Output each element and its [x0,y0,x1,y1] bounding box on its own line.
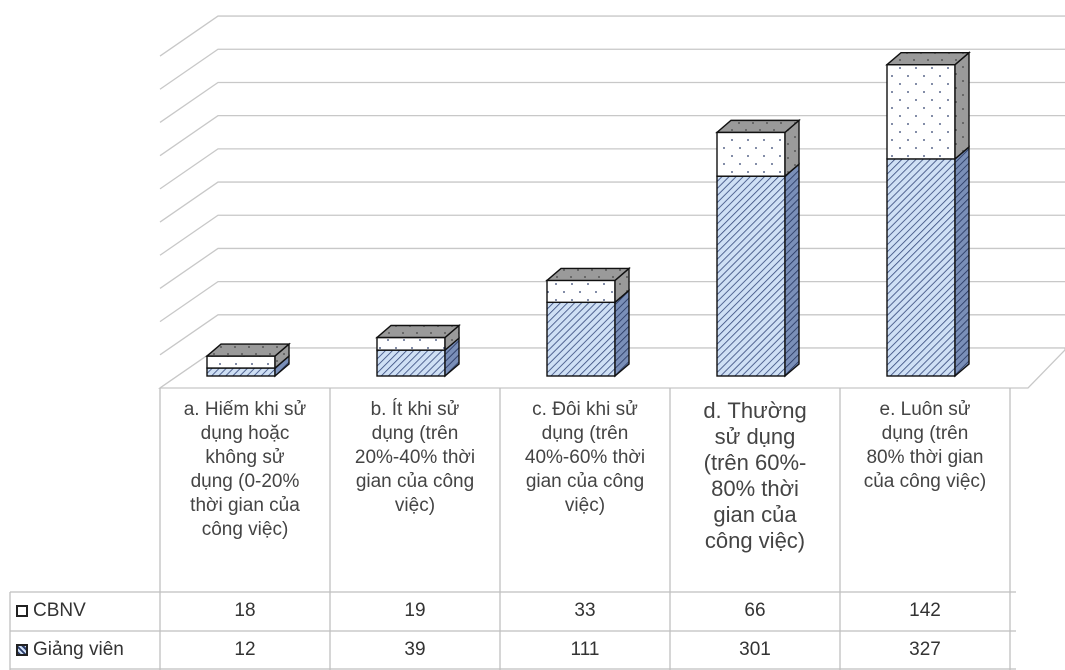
bar-segment-cbnv [206,355,276,369]
data-label: 327 [909,639,941,660]
category-label-text: b. Ít khi sử dụng (trên 20%-40% thời gian c… [355,398,475,518]
bar-top [545,267,631,282]
category-label-line: sử dụng [714,424,796,449]
data-label: 12 [234,639,256,660]
bar-side-giang-vien [954,145,970,378]
category-label-line: a. Hiếm khi sử [183,399,307,420]
category-label-text: a. Hiếm khi sử dụng hoặc không sử dụng (0-2… [184,398,307,542]
table-grid [9,388,1016,670]
legend-label: Giảng viên [33,639,124,660]
category-label: c. Đôi khi sử dụng (trên 40%-60% thời gian … [500,398,670,518]
bar-segment-giang-vien [716,175,786,377]
bar-4 [885,51,971,378]
bar-2 [545,266,631,378]
bar-1 [375,323,461,378]
category-label-line: dụng (trên [371,423,459,444]
category-label-line: c. Đôi khi sử [532,399,638,420]
legend-swatch [16,644,28,656]
data-label: 39 [404,639,426,660]
bar-segment-cbnv [886,63,956,160]
legend-swatch [16,605,28,617]
bar-0 [205,342,291,378]
category-label-line: của công việc) [863,471,987,492]
category-label-line: 40%-60% thời [524,447,646,468]
bar-segment-cbnv [546,279,616,304]
legend-entry: CBNV [16,592,86,630]
bar-segment-cbnv [376,336,446,351]
gridline [159,48,1065,90]
category-label-text: c. Đôi khi sử dụng (trên 40%-60% thời gian … [525,398,645,518]
category-label-line: việc) [394,495,436,516]
bar-segment-giang-vien [206,367,276,377]
bar-top [885,51,971,66]
gridline [159,115,1065,157]
category-label-line: dụng (trên [541,423,629,444]
category-label-line: gian của [713,502,797,527]
category-label-line: 80% thời [711,476,799,501]
category-label-line: dụng (0-20% [190,471,300,492]
category-label-line: việc) [564,495,606,516]
bar-3 [715,118,801,378]
category-label-line: d. Thường [703,398,807,423]
gridlines [159,15,1065,389]
data-label: 18 [234,600,256,621]
category-label-line: 20%-40% thời [354,447,476,468]
bar-segment-cbnv [716,131,786,177]
bar-segment-giang-vien [376,349,446,377]
data-label: 301 [739,639,771,660]
bar-side-cbnv [954,51,970,161]
bar-side-giang-vien [784,162,800,378]
bar-segment-giang-vien [546,301,616,377]
category-label-line: (trên 60%- [703,450,807,475]
category-label-text: e. Luôn sử dụng (trên 80% thời gian của côn… [864,398,987,494]
category-label-line: dụng (trên [881,423,969,444]
category-label-line: gian của công [525,471,645,492]
category-label: a. Hiếm khi sử dụng hoặc không sử dụng (0-2… [160,398,330,542]
data-label: 66 [744,600,766,621]
category-label-line: e. Luôn sử [879,399,971,420]
bar-side-giang-vien [614,288,630,378]
bar-top [715,119,801,134]
gridline [159,15,1065,57]
data-label: 19 [404,600,426,621]
category-label-line: dụng hoặc [200,423,290,444]
data-label: 142 [909,600,941,621]
data-label: 111 [570,639,600,660]
category-label: e. Luôn sử dụng (trên 80% thời gian của côn… [840,398,1010,494]
category-label-line: không sử [205,447,285,468]
gridline [159,81,1065,124]
category-label-line: thời gian của [190,495,300,516]
category-label-line: công việc) [201,519,289,540]
category-label-line: 80% thời gian [866,447,984,468]
category-label: d. Thường sử dụng (trên 60%- 80% thời gian c… [670,398,840,554]
category-label-line: b. Ít khi sử [370,399,460,420]
category-label-line: công việc) [704,528,806,553]
category-label-line: gian của công [355,471,475,492]
bar-top [205,343,291,357]
legend-entry: Giảng viên [16,631,124,669]
category-label-text: d. Thường sử dụng (trên 60%- 80% thời gian c… [703,398,806,554]
legend-label: CBNV [33,600,86,621]
data-label: 33 [574,600,596,621]
category-label: b. Ít khi sử dụng (trên 20%-40% thời gian c… [330,398,500,518]
bar-segment-giang-vien [886,158,956,377]
bar-top [375,324,461,339]
